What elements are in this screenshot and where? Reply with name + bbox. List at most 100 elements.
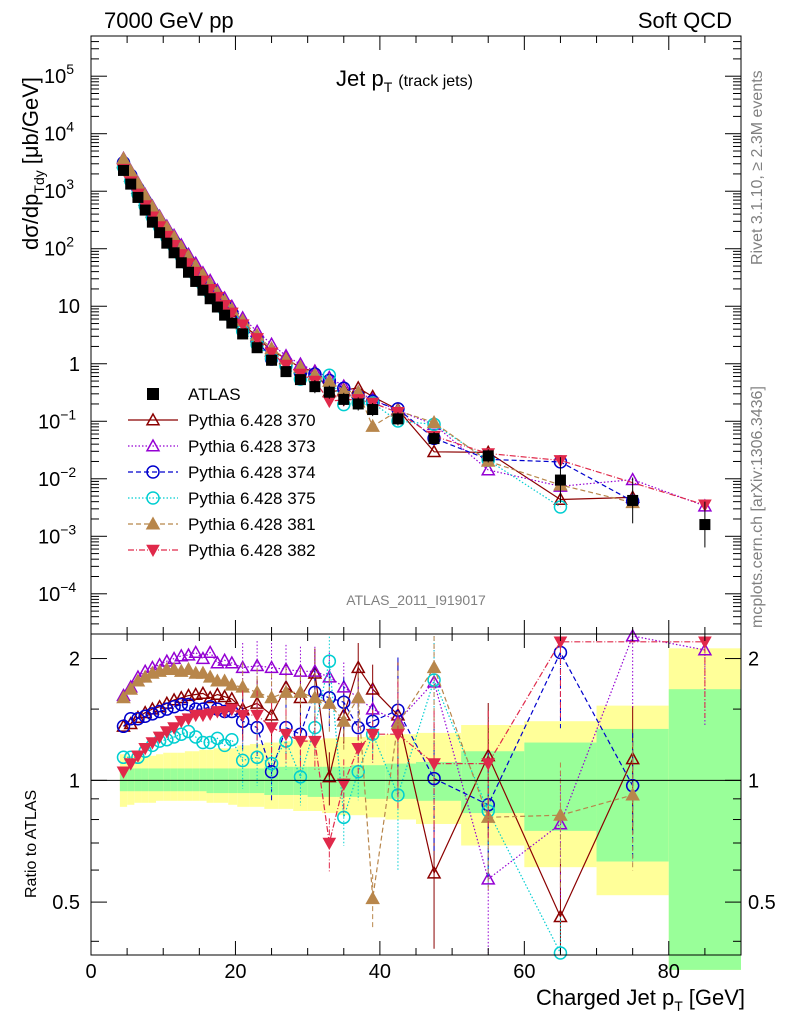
y-tick-label: 10−4 [38,579,76,606]
ratio-marker [181,661,196,675]
atlas-marker [219,309,231,321]
ratio-marker [481,758,496,771]
ratio-marker [224,703,239,717]
ratio-marker [553,946,568,960]
y-axis-label: dσ/dpTdy[μb/GeV] [18,77,47,250]
ratio-marker [203,708,218,721]
ratio-y-tick-label-right: 2 [748,649,759,671]
stat-band-bin [177,768,185,792]
legend-marker [145,516,161,530]
y-tick-label: 105 [44,61,74,88]
main-marker [426,415,442,429]
y-tick-label: 102 [44,234,74,261]
stat-band-bin [192,768,200,792]
ratio-y-tick-label: 1 [69,770,80,792]
x-tick-label: 20 [224,961,246,983]
ratio-marker [181,713,196,726]
ratio-marker [159,726,174,739]
ratio-marker [625,787,640,801]
ratio-marker [225,732,239,747]
ratio-marker [351,765,365,779]
y-tick-label: 1 [69,354,80,376]
ratio-marker [625,751,640,765]
ratio-marker [138,709,152,724]
ratio-marker [365,891,380,905]
ratio-marker [210,731,225,746]
legend-label: Pythia 6.428 374 [188,463,316,482]
ratio-marker [391,728,405,742]
series-layer [116,150,713,960]
stat-band-bin [148,768,156,792]
ratio-marker [195,665,211,679]
ratio-marker [278,661,294,675]
stat-band-bin [119,768,128,792]
atlas-marker [251,342,263,354]
atlas-marker [266,354,278,366]
legend-label: ATLAS [188,385,241,404]
stat-band-bin [365,765,386,799]
ratio-marker [224,677,240,691]
legend-label: Pythia 6.428 370 [188,411,316,430]
atlas-marker [197,284,209,296]
ratio-marker [202,644,218,659]
atlas-marker [118,164,129,176]
rivet-version-label: Rivet 3.1.10, ≥ 2.3M events [749,70,766,265]
header-process: Soft QCD [638,8,732,33]
ratio-marker [138,742,153,756]
y-tick-label: 10−3 [38,521,76,548]
ratio-marker [195,685,211,699]
legend: ATLAS Pythia 6.428 370 Pythia 6.428 373 Pyt… [128,385,316,560]
series-line-main [122,166,561,508]
ratio-y-tick-label-right: 0.5 [748,892,776,914]
stat-band-bin [141,768,149,792]
ratio-marker [123,758,138,771]
atlas-marker [154,227,166,239]
main-marker [235,319,250,332]
ratio-y-tick-label-right: 1 [748,770,759,792]
ratio-marker [116,766,131,779]
ratio-marker [217,652,232,666]
legend-marker [145,438,161,452]
ratio-marker [250,709,264,723]
ratio-marker [350,690,366,704]
ratio-marker [336,778,351,791]
stat-band-bin [199,768,207,792]
atlas-marker [175,257,187,269]
ratio-marker [308,735,322,749]
stat-band-bin [351,765,366,797]
ratio-marker [336,679,352,693]
header-energy: 7000 GeV pp [104,8,234,33]
legend-label: Pythia 6.428 382 [188,541,316,560]
atlas-marker [237,328,249,340]
ratio-y-tick-label: 2 [69,649,80,671]
main-marker [480,462,496,476]
stat-band-bin [134,768,142,792]
atlas-marker [190,275,202,287]
ratio-marker [116,690,131,704]
legend-marker [146,491,160,505]
ratio-y-tick-label: 0.5 [52,892,80,914]
ratio-marker [217,706,232,719]
y-tick-label: 104 [44,119,74,146]
ratio-marker [217,673,232,687]
ratio-marker [152,704,167,719]
ratio-marker [116,719,131,734]
ratio-marker [224,691,240,705]
atlas-marker [125,178,137,190]
legend-item-3: Pythia 6.428 375 [128,489,316,508]
legend-marker [146,544,160,558]
ratio-marker [264,722,279,735]
stat-band-bin [156,768,164,792]
ratio-marker [250,750,264,765]
x-tick-label: 0 [85,961,96,983]
ratio-marker [322,769,337,783]
atlas-marker [226,317,238,329]
ratio-marker [336,713,352,727]
atlas-marker [280,366,292,378]
ratio-marker [322,654,337,668]
ratio-marker [264,690,279,704]
ratio-marker [279,728,293,742]
series-line-ratio [123,635,706,881]
ratio-marker [210,686,225,701]
